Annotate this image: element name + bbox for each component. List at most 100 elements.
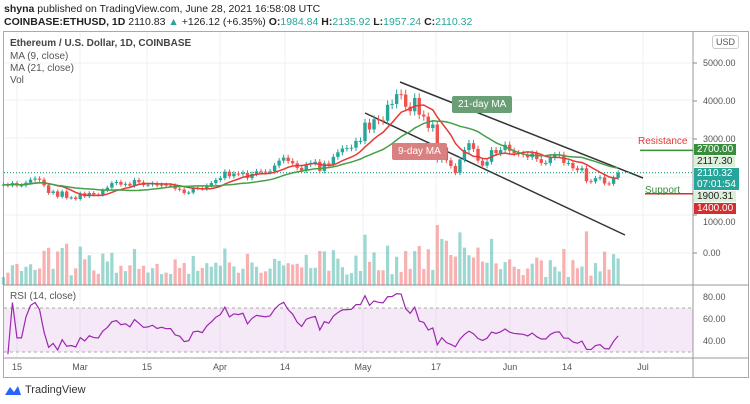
legend-vol[interactable]: Vol: [10, 75, 24, 86]
volume-bar: [65, 243, 69, 285]
candle-body: [60, 191, 64, 197]
candle-body: [123, 183, 128, 185]
candle-body: [268, 171, 272, 173]
volume-bar: [182, 262, 186, 285]
time-tick-label: May: [354, 362, 372, 372]
volume-bar: [571, 260, 575, 285]
time-tick-label: 14: [280, 362, 290, 372]
volume-bar: [15, 264, 19, 285]
candle-body: [602, 177, 607, 184]
volume-bar: [530, 263, 534, 285]
rsi-tick-label: 80.00: [703, 292, 726, 302]
volume-bar: [431, 269, 435, 285]
price-tick-label: 0.00: [703, 248, 721, 258]
volume-bar: [440, 238, 444, 285]
candle-body: [51, 191, 55, 193]
volume-bar: [557, 271, 561, 285]
volume-bar: [232, 266, 236, 285]
candle-body: [539, 159, 543, 163]
volume-bar: [598, 271, 602, 285]
volume-bar: [209, 266, 213, 285]
candle-body: [105, 187, 110, 191]
tradingview-logo[interactable]: TradingView: [4, 384, 86, 396]
volume-bar: [42, 250, 46, 285]
candle-body: [218, 178, 223, 181]
brand-name: TradingView: [25, 384, 86, 396]
legend-rsi[interactable]: RSI (14, close): [10, 291, 77, 302]
volume-bar: [282, 265, 286, 285]
legend-ma9[interactable]: MA (9, close): [10, 51, 69, 62]
volume-bar: [544, 277, 548, 285]
volume-bar: [381, 270, 385, 285]
volume-bar: [155, 263, 159, 285]
volume-bar: [28, 264, 33, 285]
ma21-line: [3, 119, 619, 192]
candle-body: [403, 94, 408, 107]
volume-bar: [616, 258, 620, 285]
candle-body: [327, 163, 331, 165]
candle-body: [413, 97, 417, 112]
volume-bar: [250, 262, 254, 285]
candle-body: [28, 179, 33, 183]
candle-body: [616, 172, 620, 178]
candle-body: [385, 104, 390, 121]
volume-bar: [132, 248, 137, 285]
candle-body: [313, 161, 317, 163]
volume-bar: [512, 266, 516, 285]
volume-bar: [354, 255, 358, 285]
volume-bar: [580, 266, 584, 285]
legend-title: Ethereum / U.S. Dollar, 1D, COINBASE: [10, 38, 192, 49]
candle-body: [205, 185, 209, 189]
high-line-price-tag: 2117.30: [694, 156, 736, 167]
candle-body: [281, 157, 286, 161]
candle-body: [290, 161, 295, 164]
candle-body: [37, 178, 42, 180]
rsi-tick-label: 60.00: [703, 314, 726, 324]
volume-bar: [273, 258, 277, 285]
time-tick-label: Jul: [637, 362, 649, 372]
legend-ma21[interactable]: MA (21, close): [10, 63, 74, 74]
volume-bar: [141, 265, 146, 285]
volume-bar: [286, 263, 290, 285]
currency-button[interactable]: USD: [712, 35, 740, 49]
time-tick-label: 15: [142, 362, 152, 372]
candle-body: [304, 164, 308, 171]
volume-bar: [480, 261, 485, 285]
candle-body: [611, 177, 616, 184]
volume-bar: [191, 256, 195, 285]
volume-bar: [539, 260, 543, 285]
volume-bar: [105, 261, 109, 285]
candle-body: [394, 94, 399, 105]
volume-bar: [467, 255, 471, 285]
volume-bar: [417, 245, 421, 285]
candle-body: [110, 183, 114, 188]
volume-bar: [200, 267, 204, 285]
volume-bar: [178, 267, 182, 285]
volume-bar: [607, 269, 611, 285]
candle-body: [580, 168, 584, 171]
candle-body: [187, 192, 191, 194]
volume-bar: [187, 273, 191, 285]
symbol-info: COINBASE:ETHUSD, 1D 2110.83 ▲ +126.12 (+…: [4, 16, 473, 28]
volume-bar: [87, 255, 91, 285]
volume-bar: [313, 267, 317, 285]
candle-body: [300, 167, 304, 171]
candle-body: [146, 184, 150, 186]
volume-bar: [349, 273, 354, 285]
candle-body: [245, 172, 250, 179]
candle-body: [78, 193, 82, 200]
volume-bar: [593, 263, 598, 285]
candle-body: [263, 171, 268, 173]
volume-bar: [508, 259, 512, 285]
volume-bar: [444, 240, 448, 285]
candle-body: [417, 97, 421, 115]
volume-bar: [227, 262, 231, 285]
price-tick-label: 5000.00: [703, 58, 736, 68]
volume-bar: [123, 271, 128, 285]
candle-body: [241, 172, 245, 174]
time-tick-label: 17: [431, 362, 441, 372]
volume-bar: [173, 259, 177, 285]
candle-body: [336, 152, 340, 157]
volume-bar: [612, 254, 616, 285]
